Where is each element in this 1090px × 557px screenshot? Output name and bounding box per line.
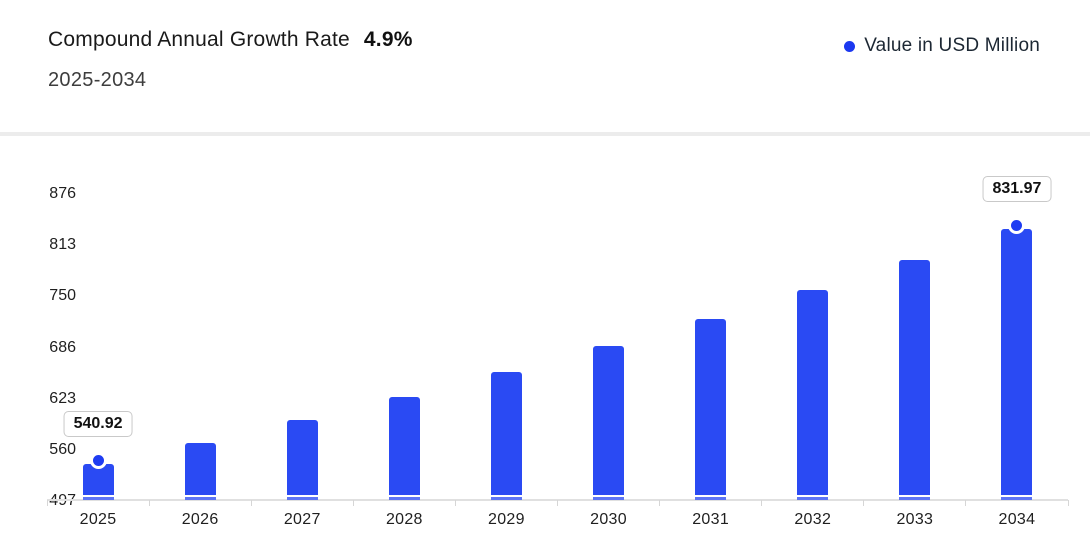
bar-bottom-gap [593,494,625,497]
bar-bottom-strip [1001,496,1033,500]
bar-bottom-strip [593,496,625,500]
value-label: 831.97 [982,175,1052,202]
cagr-value: 4.9% [363,28,413,51]
bar-bottom-gap [1001,494,1033,497]
x-axis-label: 2030 [590,511,627,528]
x-axis-tick [965,500,967,506]
bar-bottom-gap [82,494,114,497]
bar-2027[interactable] [286,420,318,500]
x-axis-label: 2032 [794,511,832,528]
bar-2028[interactable] [388,396,420,500]
chart-header: Compound Annual Growth Rate 4.9% 2025-203… [48,28,413,92]
bar-bottom-strip [695,496,727,500]
x-axis-tick [1067,500,1069,506]
x-axis-label: 2033 [896,511,934,528]
y-axis-label: 750 [49,287,76,305]
x-axis-tick [148,500,150,506]
bar-bottom-gap [899,494,931,497]
x-axis-label: 2027 [283,511,321,528]
bar-bottom-strip [388,496,420,500]
bar-2029[interactable] [490,372,522,500]
x-axis-tick [557,500,558,506]
y-axis-label: 560 [49,440,76,458]
bar-marker-dot [1008,216,1026,234]
page-title-text: Compound Annual Growth Rate [48,28,350,51]
bar-bottom-gap [695,494,727,497]
header-divider [0,132,1090,136]
legend-dot-icon [844,40,856,52]
bar-2030[interactable] [593,346,625,500]
bar-2031[interactable] [695,318,727,500]
bar-2026[interactable] [184,442,216,500]
bar-2033[interactable] [899,260,931,500]
bar-bottom-strip [899,496,931,500]
x-axis-tick [863,500,865,506]
x-axis-tick [352,500,354,506]
x-axis-label: 2028 [385,511,423,528]
legend-label: Value in USD Million [864,35,1040,56]
bar-bottom-gap [797,494,829,497]
x-axis-tick [46,500,48,506]
y-axis-label: 813 [49,236,76,254]
y-axis-label: 623 [49,389,76,407]
bar-bottom-gap [286,494,318,497]
period-subtitle: 2025-2034 [48,69,147,91]
x-axis-tick [454,500,456,506]
bar-marker-dot [89,452,107,470]
bar-2034[interactable] [1001,228,1033,500]
y-axis-label: 686 [49,338,76,356]
value-label: 540.92 [63,411,133,438]
bar-bottom-strip [490,496,522,500]
bar-bottom-strip [82,496,114,500]
x-axis-label: 2026 [181,511,219,528]
x-axis-tick [659,500,661,506]
bar-bottom-strip [797,496,829,500]
bar-bottom-gap [184,494,216,497]
x-axis-label: 2031 [692,511,730,528]
bar-2032[interactable] [797,290,829,500]
y-axis-label: 876 [49,185,76,202]
x-axis-label: 2025 [79,511,117,528]
x-axis-label: 2029 [488,511,525,528]
legend-item[interactable]: Value in USD Million [844,35,1040,57]
bar-bottom-strip [286,496,318,500]
x-axis-tick [250,500,252,506]
bar-2025[interactable] [82,464,114,500]
page-title: Compound Annual Growth Rate 4.9% [48,28,413,52]
bar-bottom-gap [490,494,522,497]
x-axis-label: 2034 [998,511,1036,528]
bar-bottom-gap [388,494,420,497]
x-axis-tick [761,500,763,506]
bar-bottom-strip [184,496,216,500]
